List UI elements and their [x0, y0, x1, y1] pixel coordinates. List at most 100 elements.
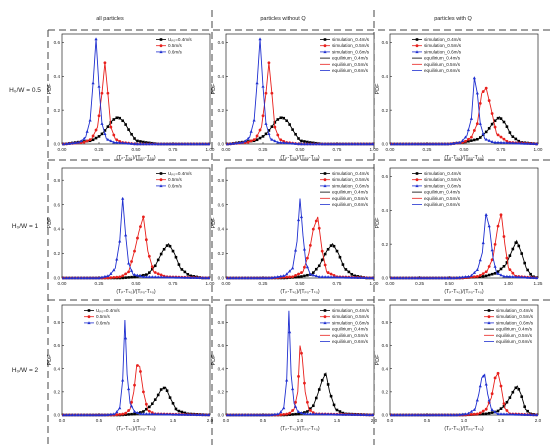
data-point	[285, 275, 289, 279]
data-point	[329, 142, 333, 146]
data-point	[118, 116, 122, 120]
data-point	[118, 141, 122, 144]
data-point	[341, 142, 345, 146]
data-point	[487, 138, 491, 142]
data-point	[344, 268, 348, 271]
y-tick-label: 0.4	[54, 74, 61, 79]
data-point	[534, 413, 539, 417]
plot-frame	[389, 33, 539, 145]
data-point	[282, 406, 286, 410]
data-point	[165, 142, 169, 146]
data-point	[359, 276, 363, 279]
data-point	[398, 142, 402, 146]
data-point	[79, 413, 83, 417]
data-point	[484, 270, 488, 274]
data-point	[291, 266, 295, 270]
legend-entry: equilirium_0.6m/s	[332, 202, 369, 207]
legend-marker	[487, 315, 491, 319]
data-point	[141, 142, 145, 146]
data-point	[297, 412, 300, 416]
data-point	[156, 412, 160, 416]
data-point	[76, 276, 80, 280]
legend-entry: simulation_0.6m/s	[496, 320, 534, 325]
data-point	[234, 141, 238, 145]
data-point	[288, 123, 291, 126]
y-tick-label: 0.8	[54, 178, 61, 183]
data-point	[434, 413, 438, 417]
data-point	[88, 118, 92, 122]
y-tick-label: 0.6	[382, 174, 389, 179]
data-point	[320, 142, 324, 146]
data-point	[526, 409, 529, 413]
data-point	[258, 37, 262, 41]
data-point	[121, 412, 125, 416]
data-point	[124, 123, 127, 126]
data-point	[457, 275, 462, 279]
data-point	[502, 137, 506, 141]
row-label-05: H₀/W = 0.5	[9, 87, 41, 94]
data-point	[437, 276, 441, 280]
legend-entry: Uₚ₀=0.4m/s	[96, 308, 120, 313]
data-point	[64, 413, 69, 417]
data-point	[446, 276, 450, 280]
data-point	[529, 142, 533, 145]
data-point	[496, 409, 500, 413]
data-point	[356, 413, 360, 416]
data-point	[156, 142, 160, 146]
plot-frame	[389, 167, 539, 279]
data-point	[496, 224, 500, 228]
data-point	[261, 84, 265, 88]
data-point	[70, 413, 74, 417]
data-point	[118, 406, 122, 410]
data-point	[404, 276, 408, 280]
data-point	[434, 142, 438, 146]
data-point	[112, 275, 116, 279]
data-point	[130, 412, 133, 416]
data-point	[493, 140, 497, 144]
data-point	[514, 137, 518, 141]
x-tick-label: 0.00	[386, 281, 395, 286]
data-point	[481, 132, 485, 136]
data-point	[115, 116, 119, 120]
data-point	[505, 141, 509, 145]
data-point	[64, 142, 69, 146]
data-point	[484, 213, 488, 217]
data-point	[153, 142, 157, 146]
data-point	[156, 258, 160, 262]
data-point	[133, 412, 136, 416]
data-point	[162, 275, 166, 279]
data-point	[100, 275, 104, 279]
legend-marker	[323, 309, 327, 312]
y-tick-label: 0.4	[218, 366, 225, 371]
data-point	[353, 275, 357, 279]
data-point	[308, 244, 312, 247]
x-axis-label: (Tₚ-Tₛ₀)/(Tₚ₀-Tₛ₀)	[116, 289, 156, 295]
data-point	[195, 413, 199, 416]
x-tick-label: 1.5	[170, 418, 177, 423]
data-point	[335, 408, 339, 412]
chart-panel-0-2: 0.00 0.25 0.50 0.75 1.00 0.0 0.2 0.4 0.6 PDF (Tₚ-T…	[375, 33, 543, 161]
data-point	[306, 256, 309, 260]
data-point	[499, 412, 503, 416]
legend-entry: equilirium_0.4m/s	[332, 56, 369, 61]
data-point	[132, 272, 137, 276]
data-point	[240, 413, 244, 417]
data-point	[127, 261, 131, 265]
data-point	[168, 412, 172, 416]
data-point	[145, 407, 148, 411]
y-tick-label: 0.2	[382, 389, 389, 394]
data-point	[370, 413, 375, 417]
data-point	[124, 413, 127, 416]
data-point	[177, 142, 181, 146]
data-point	[291, 128, 294, 131]
data-point	[159, 252, 163, 256]
data-point	[443, 276, 447, 280]
data-point	[79, 276, 83, 280]
data-point	[192, 276, 196, 279]
data-point	[85, 129, 89, 133]
data-point	[472, 270, 476, 274]
data-point	[407, 413, 411, 417]
data-point	[476, 137, 479, 141]
data-point	[127, 387, 131, 391]
data-point	[502, 402, 506, 406]
